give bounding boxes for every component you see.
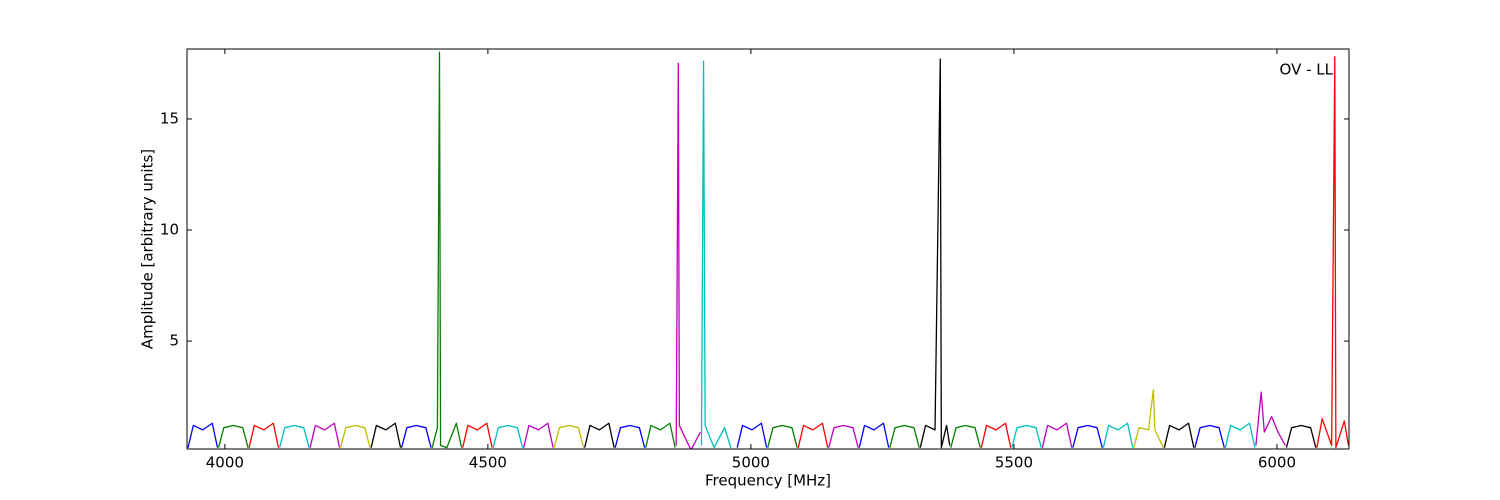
spectrum-line [1041,422,1073,448]
x-tick-label: 4500 [469,454,507,472]
x-axis-label: Frequency [MHz] [705,472,831,490]
spectrum-line [1011,424,1042,448]
spectrum-line [858,422,890,448]
spectrum-line [700,60,732,449]
spectrum-line [1285,424,1317,448]
spectrum-line [980,422,1012,448]
spectrum-line [1316,56,1349,449]
x-tick-label: 5000 [732,454,770,472]
spectrum-line [248,422,280,448]
spectrum-line [523,422,554,448]
spectrum-line [767,424,798,448]
spectrum-line [1255,391,1286,446]
spectrum-line [950,424,981,448]
spectrum-line [1163,422,1195,448]
spectrum-line [1072,424,1103,448]
spectrum-line [278,424,310,448]
y-tick-label: 10 [160,221,179,239]
spectrum-line [1194,424,1225,448]
spectrum-line [1224,422,1256,448]
spectrum-line [645,422,676,448]
spectrum-line [217,424,249,448]
spectrum-line [1133,389,1164,448]
spectrum-line [584,422,615,448]
spectrum-line [1102,422,1134,448]
spectrum-line [400,424,432,448]
spectrum-line [736,422,768,448]
y-tick-label: 5 [169,332,179,350]
spectrum-line [492,424,524,448]
x-tick-label: 5500 [995,454,1033,472]
spectrum-line [828,424,859,448]
spectrum-line [187,422,219,448]
y-tick-label: 15 [160,109,179,127]
spectrum-line [309,422,341,448]
spectrum-line [462,422,493,448]
spectrum-line [675,62,701,449]
spectrum-line [339,424,371,448]
y-axis-label: Amplitude [arbitrary units] [139,149,157,349]
spectrum-line [614,424,646,448]
annotation: OV - LL [1280,61,1334,79]
spectrum-line [919,58,951,449]
x-tick-label: 4000 [206,454,244,472]
spectrum-line [553,424,585,448]
axes-frame [186,48,1350,450]
spectrum-line [431,51,463,449]
spectrum-line [889,424,920,448]
plot-area [187,51,1349,449]
x-tick-label: 6000 [1258,454,1296,472]
spectrum-line [370,422,402,448]
spectrum-line [797,422,829,448]
